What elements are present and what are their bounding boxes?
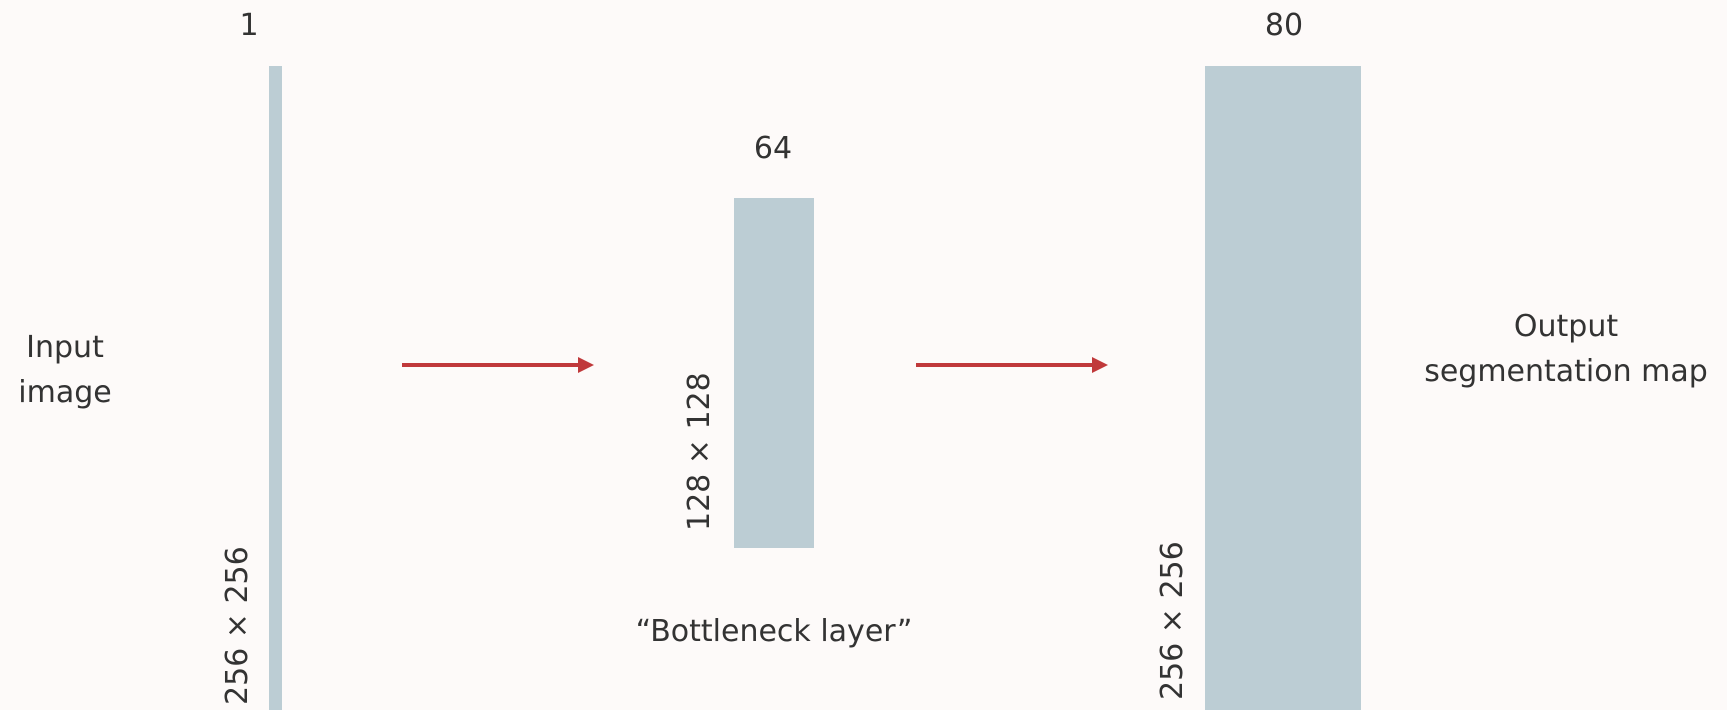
bottleneck-channels-label: 64 — [753, 131, 793, 166]
bottleneck-spatial-label: 128 × 128 — [682, 372, 717, 531]
output-block — [1205, 66, 1361, 710]
input-channels-label: 1 — [239, 8, 259, 43]
output-segmentation-label: Output segmentation map — [1424, 309, 1708, 389]
arrow-input-to-bottleneck — [402, 357, 594, 373]
bottleneck-layer-label: “Bottleneck layer” — [635, 614, 913, 649]
input-spatial-label: 256 × 256 — [220, 546, 255, 705]
input-block — [269, 66, 282, 710]
input-image-label: Input image — [18, 330, 112, 410]
output-channels-label: 80 — [1264, 8, 1304, 43]
bottleneck-block — [734, 198, 814, 548]
output-spatial-label: 256 × 256 — [1155, 541, 1190, 700]
arrow-bottleneck-to-output — [916, 357, 1108, 373]
